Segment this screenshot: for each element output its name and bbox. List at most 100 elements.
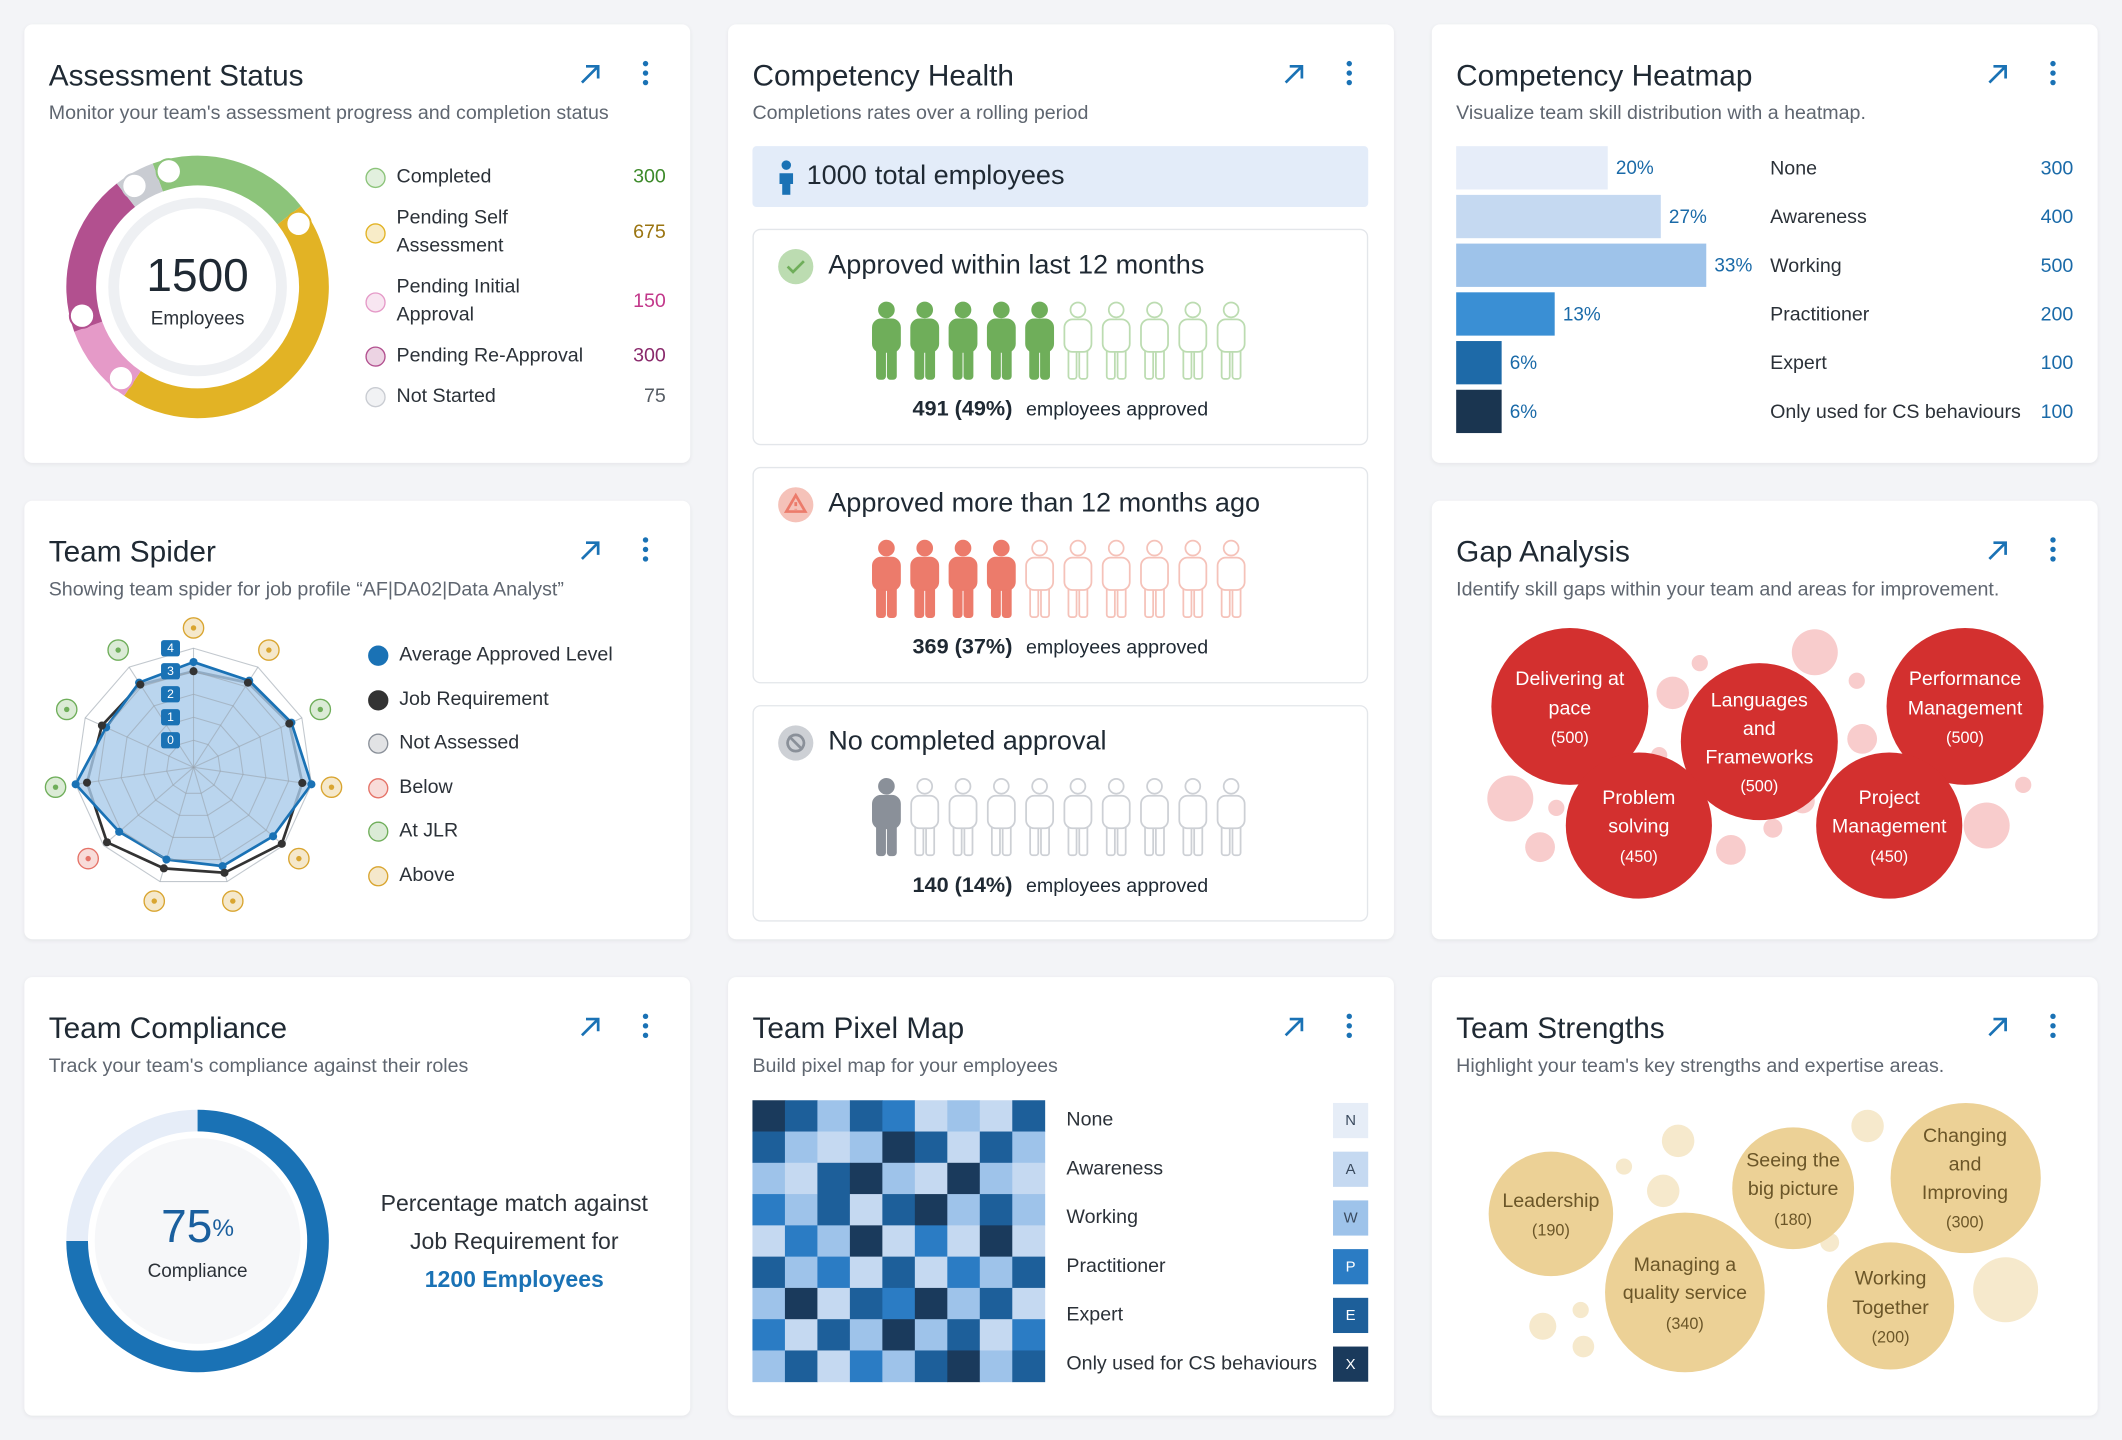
bubble: Seeing the big picture (180) — [1731, 1126, 1855, 1250]
compliance-description: Percentage match against Job Requirement… — [380, 1190, 648, 1255]
bubble-value: (500) — [1740, 776, 1779, 796]
bubble-value: (200) — [1871, 1326, 1910, 1346]
menu-button[interactable] — [1346, 60, 1352, 86]
person-figure — [1101, 777, 1131, 857]
card-subtitle: Build pixel map for your employees — [752, 1055, 1058, 1078]
expand-button[interactable] — [1284, 64, 1304, 84]
bar-label: 20% — [1616, 158, 1654, 179]
approval-group: Approved more than 12 months ago 369 (37%… — [752, 466, 1369, 684]
menu-button[interactable] — [2050, 60, 2056, 86]
pixel — [752, 1287, 786, 1320]
pixel — [882, 1100, 916, 1132]
menu-button[interactable] — [1346, 1013, 1352, 1038]
heat-bar — [1456, 292, 1555, 336]
legend-swatch — [368, 689, 389, 710]
bubble-label: Project Management — [1831, 788, 1947, 839]
figure-torso — [1140, 794, 1169, 830]
menu-button[interactable] — [642, 1013, 649, 1038]
card-subtitle: Visualize team skill distribution with a… — [1456, 102, 1866, 125]
decor-bubble — [1529, 1312, 1557, 1340]
figure-head — [1107, 539, 1125, 557]
legend-icon — [368, 865, 389, 886]
card: 0 1 2 3 4 Team Spider Showing team spider for … — [24, 500, 691, 940]
pixel — [914, 1287, 948, 1320]
heat-bar — [1456, 341, 1502, 385]
radar-point — [218, 862, 227, 871]
menu-button[interactable] — [2050, 1013, 2056, 1038]
decor-bubble — [1691, 655, 1708, 672]
pixel — [1012, 1100, 1046, 1132]
group-title: Approved within last 12 months — [828, 250, 1205, 281]
legend-label: Below — [399, 776, 453, 798]
pixel — [979, 1319, 1013, 1351]
figure-head — [954, 301, 972, 319]
code-swatch — [1333, 1102, 1369, 1139]
figure-torso — [1063, 556, 1093, 591]
expand-button[interactable] — [1988, 541, 2007, 560]
code-label: N — [1345, 1113, 1356, 1129]
pixel — [979, 1225, 1013, 1258]
legend: Average Approved Level Job Requirement Not… — [368, 641, 613, 905]
figure-torso — [1178, 318, 1208, 353]
person-figure — [1178, 539, 1208, 618]
expand-button[interactable] — [580, 64, 600, 84]
card-title: Competency Heatmap — [1456, 58, 1753, 93]
expand-icon — [1988, 1017, 2007, 1037]
menu-button[interactable] — [2050, 537, 2056, 562]
pixel — [882, 1350, 916, 1383]
radar-ring — [97, 670, 290, 861]
figure-head — [916, 777, 934, 795]
pixel — [882, 1256, 916, 1289]
person-figure — [1101, 539, 1131, 618]
legend-item: Above — [368, 861, 613, 889]
axis-status-dot — [64, 706, 70, 713]
legend-icon — [365, 167, 386, 189]
compliance-text: Percentage match against Job Requirement… — [365, 1186, 663, 1300]
figure-head — [1146, 777, 1163, 795]
gauge-arc — [66, 1109, 329, 1373]
card: Competency Health Completions rates over … — [728, 24, 1394, 940]
person-figure — [1063, 777, 1093, 857]
expand-button[interactable] — [1988, 64, 2007, 84]
legend-swatch — [368, 645, 389, 666]
figure-head — [1222, 539, 1240, 557]
expand-button[interactable] — [1988, 1017, 2007, 1037]
card: Team Strengths Highlight your team's key … — [1431, 977, 2098, 1416]
card-graphics: 75% Compliance — [66, 1013, 649, 1373]
card: 75% Compliance Team Compliance Track your t… — [24, 977, 691, 1416]
expand-icon — [1284, 1017, 1304, 1037]
figure-torso — [1101, 556, 1131, 591]
segment-marker — [285, 210, 312, 237]
employees-link[interactable]: 1200 Employees — [424, 1266, 604, 1293]
legend-label: Pending Re-Approval — [396, 345, 584, 367]
pixel — [849, 1287, 883, 1320]
level-label: Working — [1770, 255, 1842, 277]
legend-item: Not Started 75 — [365, 383, 666, 411]
figure-head — [954, 777, 972, 795]
legend-icon — [368, 733, 389, 754]
person-figure — [986, 301, 1016, 380]
figure-torso — [1216, 794, 1246, 830]
expand-button[interactable] — [1284, 1017, 1304, 1037]
expand-button[interactable] — [580, 1017, 600, 1037]
bar-label: 27% — [1669, 207, 1707, 228]
person-figure — [948, 539, 978, 618]
level-label: None — [1770, 157, 1817, 179]
level-tag-label: 1 — [167, 710, 174, 724]
card-graphics: 20% None 300 27% Awareness 400 33% Working 500 13… — [1456, 60, 2073, 434]
legend-label: At JLR — [399, 820, 459, 842]
level-label: None — [1066, 1109, 1113, 1131]
figure-torso — [1178, 556, 1208, 591]
figure-head — [1146, 539, 1163, 557]
card-subtitle: Identify skill gaps within your team and… — [1456, 579, 2000, 601]
menu-button[interactable] — [642, 60, 649, 86]
menu-button[interactable] — [642, 537, 649, 562]
card-graphics: None N Awareness A Working W Practitioner P Expe… — [752, 1013, 1369, 1383]
expand-button[interactable] — [580, 541, 600, 560]
figure-head — [1184, 301, 1202, 319]
group-title: Approved more than 12 months ago — [828, 488, 1261, 519]
pixel — [1012, 1350, 1046, 1383]
level-tag-label: 3 — [167, 664, 174, 678]
pixel — [817, 1162, 851, 1195]
